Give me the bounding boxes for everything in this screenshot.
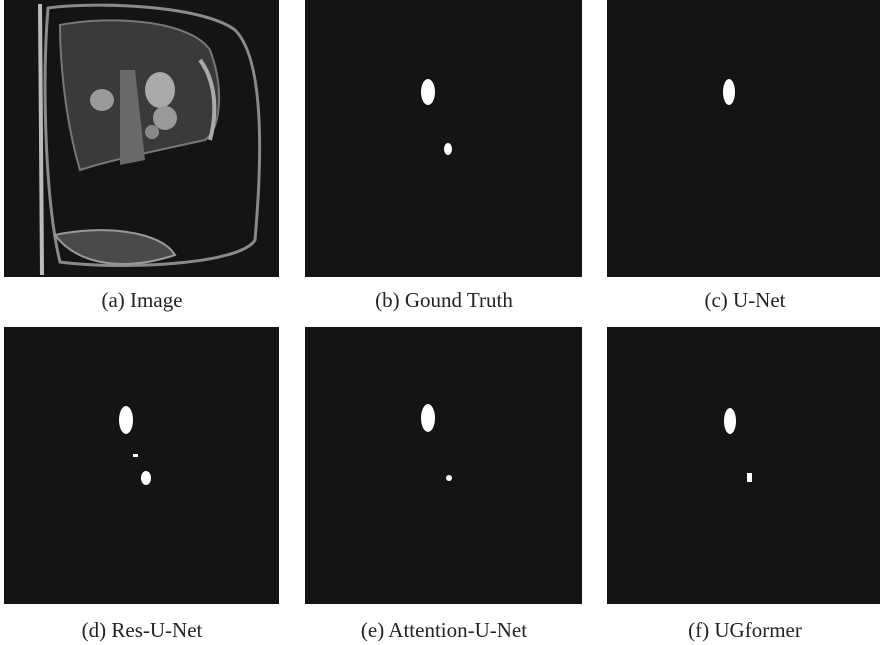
figure: (a) Image (b) Gound Truth (c) U-Net (d) …: [0, 0, 880, 645]
caption: (c) U-Net: [704, 288, 785, 312]
caption: (b) Gound Truth: [375, 288, 513, 312]
caption: (a) Image: [101, 288, 182, 312]
mri-image: [4, 0, 279, 277]
caption: (e) Attention-U-Net: [361, 618, 527, 642]
caption: (f) UGformer: [688, 618, 802, 642]
caption: (d) Res-U-Net: [82, 618, 203, 642]
